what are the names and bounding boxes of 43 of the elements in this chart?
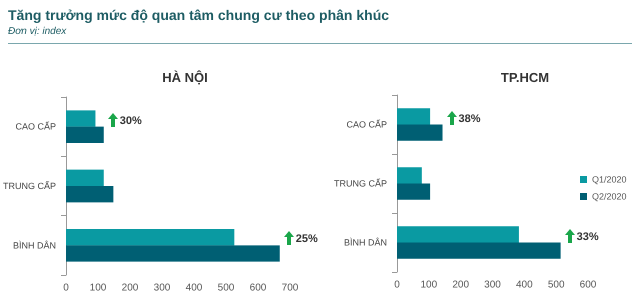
x-tick-label: 100 [90, 282, 107, 294]
y-tick-label: BÌNH DÂN [344, 238, 387, 248]
x-tick-label: 200 [122, 282, 139, 294]
x-tick-label: 0 [63, 282, 70, 294]
y-tick-label: TRUNG CẤP [334, 178, 387, 188]
legend-label: Q2/2020 [592, 192, 627, 202]
bar [66, 186, 114, 202]
x-tick-label: 700 [282, 282, 299, 294]
bar [397, 242, 561, 259]
annotation: 30% [120, 114, 142, 128]
x-tick-label: 400 [186, 282, 203, 294]
annotation: 33% [576, 230, 599, 244]
x-tick-label: 100 [420, 280, 438, 290]
bar [397, 108, 430, 124]
x-tick-label: 500 [548, 280, 565, 290]
y-tick-label: CAO CẤP [346, 118, 387, 130]
bar [66, 170, 104, 186]
text: Tăng trưởng mức độ quan tâm chung cư theo phân khúc [8, 7, 390, 23]
bar [66, 110, 96, 127]
y-tick-label: BÌNH DÂN [12, 240, 56, 250]
bar [66, 126, 104, 143]
x-tick-label: 600 [250, 282, 267, 294]
legend-label: Q1/2020 [592, 174, 627, 184]
annotation: 38% [458, 112, 481, 126]
bar [397, 226, 519, 242]
y-tick-label: TRUNG CẤP [2, 180, 56, 191]
chart-title: HÀ NỘI [162, 70, 208, 85]
x-tick-label: 500 [218, 282, 235, 294]
chart-title: TP.HCM [500, 70, 550, 85]
text: Đơn vị: index [8, 26, 66, 37]
annotation: 25% [296, 233, 318, 246]
y-tick-label: CAO CẤP [15, 120, 56, 132]
x-tick-label: 200 [452, 280, 470, 290]
x-tick-label: 600 [580, 280, 597, 290]
x-tick-label: 0 [394, 280, 400, 290]
x-tick-label: 300 [484, 280, 502, 290]
bar [397, 167, 422, 184]
x-tick-label: 300 [154, 282, 171, 294]
x-tick-label: 400 [516, 280, 534, 290]
bar [397, 184, 430, 200]
bar [66, 229, 234, 246]
bar [66, 245, 280, 262]
bar [397, 124, 443, 141]
